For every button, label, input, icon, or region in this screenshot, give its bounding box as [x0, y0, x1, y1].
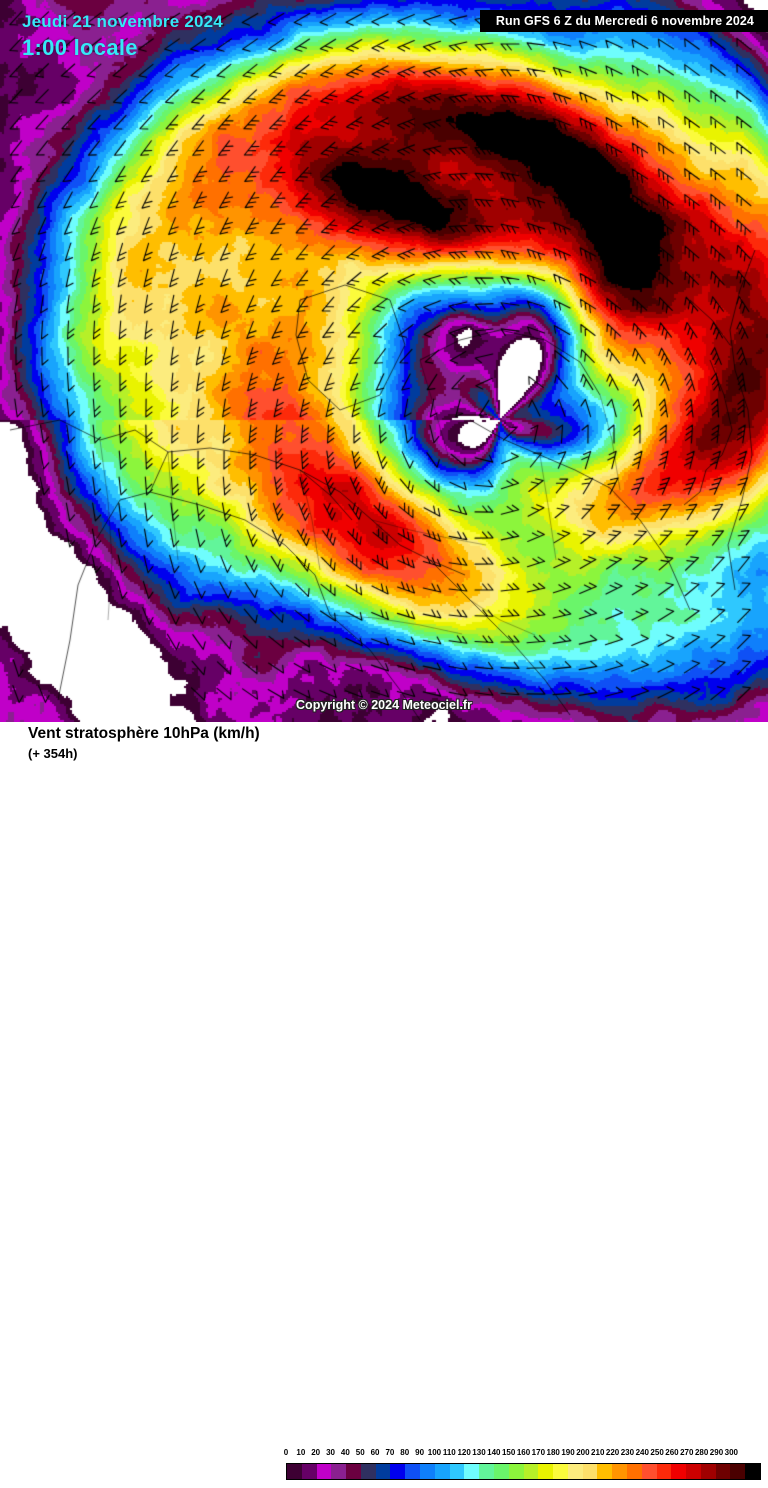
chart-title: Vent stratosphère 10hPa (km/h): [28, 725, 260, 742]
color-scale-swatch: [360, 1464, 376, 1479]
color-scale-swatch: [405, 1464, 421, 1479]
color-scale-swatch: [671, 1464, 687, 1479]
color-scale-tick: 60: [370, 1448, 380, 1457]
color-scale-swatch: [420, 1464, 435, 1479]
forecast-hour-label: (+ 354h): [28, 746, 78, 761]
color-scale-swatch: [316, 1464, 332, 1479]
color-scale-tick: 0: [283, 1448, 289, 1457]
color-scale-swatch: [508, 1464, 524, 1479]
color-scale-swatch: [686, 1464, 701, 1479]
color-scale-swatch: [375, 1464, 391, 1479]
color-scale-swatch: [464, 1464, 480, 1479]
color-scale-tick: 120: [457, 1448, 471, 1457]
color-scale-tick: 10: [296, 1448, 306, 1457]
color-scale-tick: 230: [620, 1448, 635, 1457]
color-scale-tick: 100: [427, 1448, 442, 1457]
color-scale-tick: 140: [487, 1448, 501, 1457]
color-scale-swatch: [582, 1464, 598, 1479]
color-scale-tick: 30: [326, 1448, 335, 1457]
color-scale-tick: 150: [501, 1448, 516, 1457]
color-scale-swatch: [626, 1464, 642, 1479]
color-scale-ticks: 0 10 20 30 40 50 60 70 80 90 100 110 120 130 140 150 160…: [283, 1448, 761, 1462]
color-scale-swatch: [434, 1464, 450, 1479]
model-run-label: Run GFS 6 Z du Mercredi 6 novembre 2024: [479, 10, 768, 32]
copyright-label: Copyright © 2024 Meteociel.fr: [296, 698, 472, 712]
color-scale-swatch: [287, 1464, 302, 1479]
color-scale-tick: 240: [635, 1448, 649, 1457]
color-scale-tick: 20: [311, 1448, 321, 1457]
color-scale-swatch: [641, 1464, 657, 1479]
color-scale-tick: 210: [591, 1448, 605, 1457]
color-scale-tick: 40: [340, 1448, 350, 1457]
color-scale-swatch: [538, 1464, 554, 1479]
color-scale-swatch: [553, 1464, 568, 1479]
valid-date-label: Jeudi 21 novembre 2024: [22, 12, 223, 31]
color-scale: 0 10 20 30 40 50 60 70 80 90 100 110 120 130 140 150 160…: [283, 1448, 761, 1488]
color-scale-tick: 90: [415, 1448, 425, 1457]
color-scale-swatch: [567, 1464, 583, 1479]
color-scale-swatch: [730, 1464, 746, 1479]
map-area[interactable]: Jeudi 21 novembre 2024 1:00 locale Run G…: [0, 0, 768, 722]
color-scale-swatch: [301, 1464, 317, 1479]
color-scale-swatch: [331, 1464, 347, 1479]
footer: Vent stratosphère 10hPa (km/h) (+ 354h) …: [0, 722, 768, 1480]
color-scale-tick: 170: [531, 1448, 546, 1457]
color-scale-tick: 220: [605, 1448, 620, 1457]
color-scale-tick: 70: [385, 1448, 395, 1457]
color-scale-bar: [286, 1463, 761, 1480]
color-scale-tick: 50: [355, 1448, 365, 1457]
color-scale-swatch: [493, 1464, 509, 1479]
color-scale-tick: 130: [472, 1448, 486, 1457]
color-scale-tick: 160: [516, 1448, 531, 1457]
color-scale-swatch: [700, 1464, 716, 1479]
color-scale-swatch: [715, 1464, 731, 1479]
color-scale-tick: 300: [724, 1448, 738, 1457]
color-scale-swatch: [523, 1464, 539, 1479]
color-scale-swatch: [346, 1464, 361, 1479]
color-scale-swatch: [612, 1464, 627, 1479]
color-scale-swatch: [656, 1464, 672, 1479]
color-scale-tick: 190: [561, 1448, 575, 1457]
color-scale-tick: 80: [400, 1448, 410, 1457]
color-scale-tick: 290: [709, 1448, 724, 1457]
color-scale-tick: 200: [576, 1448, 590, 1457]
color-scale-tick: 250: [650, 1448, 664, 1457]
color-scale-tick: 180: [546, 1448, 560, 1457]
color-scale-tick: 280: [694, 1448, 709, 1457]
color-scale-tick: 260: [665, 1448, 679, 1457]
color-scale-swatch: [449, 1464, 465, 1479]
color-scale-tick: 270: [680, 1448, 694, 1457]
color-scale-tick: 110: [442, 1448, 456, 1457]
color-scale-swatch: [597, 1464, 613, 1479]
color-scale-swatch: [745, 1464, 760, 1479]
color-scale-swatch: [479, 1464, 494, 1479]
wind-field-map[interactable]: [0, 0, 768, 722]
valid-time-label: 1:00 locale: [22, 35, 138, 60]
color-scale-swatch: [390, 1464, 406, 1479]
